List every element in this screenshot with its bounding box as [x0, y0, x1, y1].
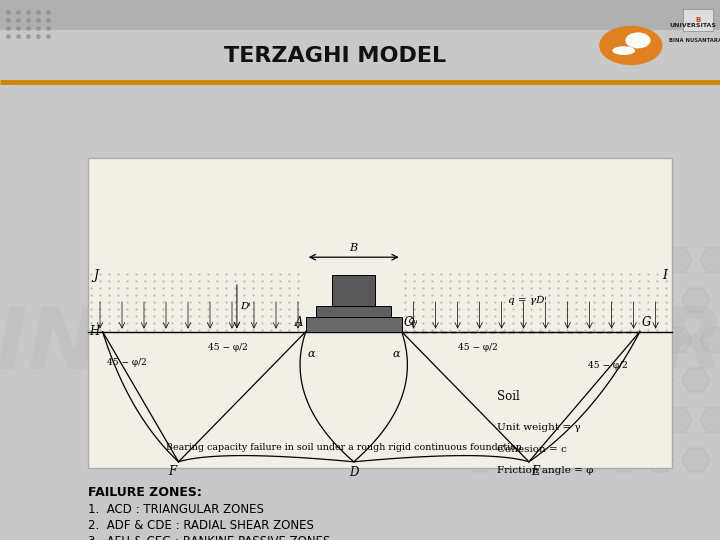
FancyBboxPatch shape — [306, 317, 402, 332]
Polygon shape — [466, 368, 494, 392]
Polygon shape — [574, 448, 602, 472]
Polygon shape — [592, 408, 620, 432]
Polygon shape — [502, 368, 530, 392]
FancyBboxPatch shape — [316, 306, 391, 317]
Text: A: A — [295, 315, 304, 329]
Text: B: B — [350, 243, 358, 253]
Text: Friction angle = φ: Friction angle = φ — [497, 467, 593, 475]
Text: I: I — [662, 269, 667, 282]
Polygon shape — [556, 328, 584, 352]
Polygon shape — [628, 248, 656, 272]
FancyBboxPatch shape — [0, 0, 720, 30]
Circle shape — [626, 33, 650, 48]
Polygon shape — [646, 288, 674, 312]
Text: 45 − φ/2: 45 − φ/2 — [588, 361, 628, 370]
Text: C: C — [404, 315, 413, 329]
Text: 1.  ACD : TRIANGULAR ZONES: 1. ACD : TRIANGULAR ZONES — [88, 503, 264, 516]
Polygon shape — [592, 248, 620, 272]
Text: D: D — [349, 466, 359, 479]
Text: Bearing capacity failure in soil under a rough rigid continuous foundation: Bearing capacity failure in soil under a… — [166, 443, 522, 453]
Polygon shape — [628, 408, 656, 432]
Text: 45 − φ/2: 45 − φ/2 — [208, 342, 248, 352]
Text: FAILURE ZONES:: FAILURE ZONES: — [88, 486, 202, 499]
Text: qᵤ: qᵤ — [407, 316, 418, 325]
Text: Soil: Soil — [497, 390, 520, 403]
Polygon shape — [574, 368, 602, 392]
Polygon shape — [538, 448, 566, 472]
Text: H: H — [89, 325, 99, 338]
Text: α: α — [393, 349, 400, 359]
Polygon shape — [682, 448, 710, 472]
Polygon shape — [466, 288, 494, 312]
Polygon shape — [664, 248, 692, 272]
FancyBboxPatch shape — [332, 274, 375, 306]
Text: G: G — [642, 315, 652, 329]
Text: UNIVERSITAS: UNIVERSITAS — [669, 23, 716, 28]
Polygon shape — [556, 408, 584, 432]
Polygon shape — [502, 448, 530, 472]
Ellipse shape — [613, 47, 634, 54]
Text: 3.  AFH & CEG : RANKINE PASSIVE ZONES: 3. AFH & CEG : RANKINE PASSIVE ZONES — [88, 535, 330, 540]
Text: J: J — [93, 269, 98, 282]
Text: 45 − φ/2: 45 − φ/2 — [458, 342, 498, 352]
Polygon shape — [484, 408, 512, 432]
Polygon shape — [628, 328, 656, 352]
FancyBboxPatch shape — [0, 30, 720, 82]
Text: E: E — [531, 465, 539, 478]
Polygon shape — [610, 448, 638, 472]
Polygon shape — [664, 328, 692, 352]
Text: Cohesion = c: Cohesion = c — [497, 445, 567, 454]
Text: q = γDⁱ: q = γDⁱ — [508, 296, 547, 305]
Text: 45 − φ/2: 45 − φ/2 — [107, 358, 146, 367]
Polygon shape — [682, 368, 710, 392]
Polygon shape — [700, 248, 720, 272]
Polygon shape — [484, 248, 512, 272]
Text: B: B — [696, 17, 701, 23]
Polygon shape — [646, 368, 674, 392]
Polygon shape — [700, 408, 720, 432]
Text: 2.  ADF & CDE : RADIAL SHEAR ZONES: 2. ADF & CDE : RADIAL SHEAR ZONES — [88, 519, 314, 532]
Text: TERZAGHI MODEL: TERZAGHI MODEL — [224, 46, 446, 66]
Polygon shape — [610, 288, 638, 312]
Text: BINA NUSANTARA: BINA NUSANTARA — [0, 303, 720, 387]
Polygon shape — [538, 368, 566, 392]
Polygon shape — [538, 288, 566, 312]
Polygon shape — [646, 448, 674, 472]
FancyBboxPatch shape — [88, 158, 672, 468]
Polygon shape — [574, 288, 602, 312]
Circle shape — [600, 26, 662, 64]
Polygon shape — [466, 448, 494, 472]
Text: BINA NUSANTARA: BINA NUSANTARA — [669, 38, 720, 43]
Polygon shape — [484, 328, 512, 352]
Polygon shape — [520, 328, 548, 352]
Polygon shape — [610, 368, 638, 392]
Polygon shape — [700, 328, 720, 352]
Polygon shape — [682, 288, 710, 312]
FancyBboxPatch shape — [683, 9, 713, 31]
Text: Unit weight = γ: Unit weight = γ — [497, 423, 580, 432]
Polygon shape — [520, 408, 548, 432]
Polygon shape — [556, 248, 584, 272]
Polygon shape — [502, 288, 530, 312]
Polygon shape — [520, 248, 548, 272]
Text: α: α — [307, 349, 315, 359]
Polygon shape — [592, 328, 620, 352]
Polygon shape — [664, 408, 692, 432]
Text: Dⁱ: Dⁱ — [240, 302, 251, 311]
Text: F: F — [168, 465, 176, 478]
